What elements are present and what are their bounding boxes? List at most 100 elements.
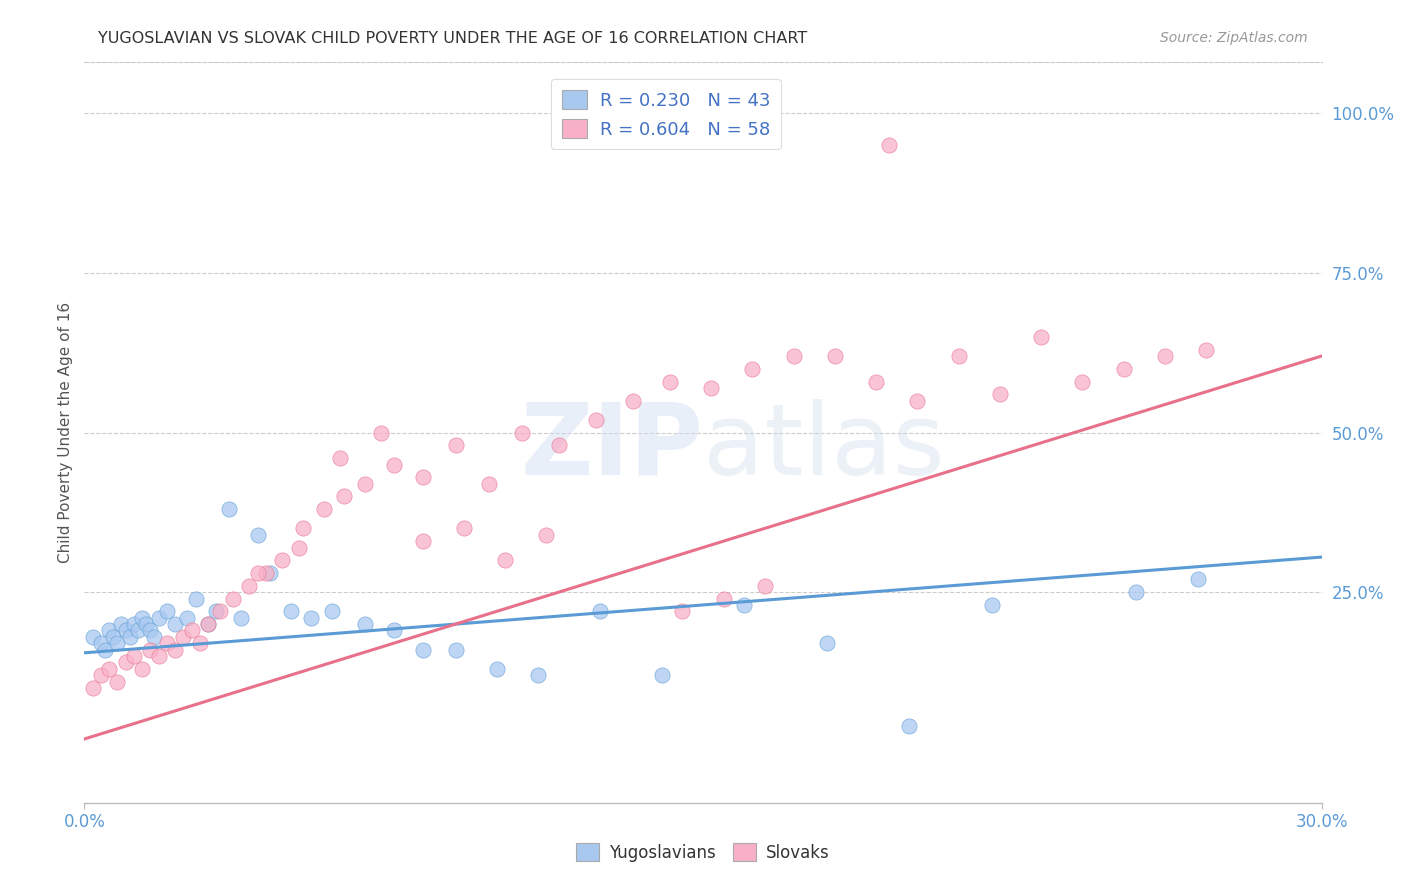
Point — [105, 674, 128, 689]
Point — [412, 534, 434, 549]
Point — [907, 393, 929, 408]
Point — [1154, 349, 1177, 363]
Point — [271, 553, 294, 567]
Point — [333, 490, 356, 504]
Point — [444, 438, 467, 452]
Point — [131, 662, 153, 676]
Point — [288, 541, 311, 555]
Point — [659, 375, 682, 389]
Point — [485, 662, 508, 676]
Point — [222, 591, 245, 606]
Point — [98, 662, 121, 676]
Point — [148, 611, 170, 625]
Point — [229, 611, 252, 625]
Point — [815, 636, 838, 650]
Point — [589, 604, 612, 618]
Point — [527, 668, 550, 682]
Text: YUGOSLAVIAN VS SLOVAK CHILD POVERTY UNDER THE AGE OF 16 CORRELATION CHART: YUGOSLAVIAN VS SLOVAK CHILD POVERTY UNDE… — [98, 31, 807, 46]
Point — [412, 470, 434, 484]
Point — [218, 502, 240, 516]
Point — [103, 630, 125, 644]
Point — [291, 521, 314, 535]
Text: atlas: atlas — [703, 399, 945, 496]
Point — [547, 438, 569, 452]
Point — [1031, 330, 1053, 344]
Point — [135, 617, 157, 632]
Point — [139, 642, 162, 657]
Point — [453, 521, 475, 535]
Point — [321, 604, 343, 618]
Point — [122, 617, 145, 632]
Point — [238, 579, 260, 593]
Point — [585, 413, 607, 427]
Legend: Yugoslavians, Slovaks: Yugoslavians, Slovaks — [569, 837, 837, 869]
Point — [205, 604, 228, 618]
Point — [246, 527, 269, 541]
Point — [165, 642, 187, 657]
Y-axis label: Child Poverty Under the Age of 16: Child Poverty Under the Age of 16 — [58, 302, 73, 563]
Point — [621, 393, 644, 408]
Point — [172, 630, 194, 644]
Point — [122, 648, 145, 663]
Point — [948, 349, 970, 363]
Point — [898, 719, 921, 733]
Point — [412, 642, 434, 657]
Point — [536, 527, 558, 541]
Point — [353, 476, 375, 491]
Point — [1112, 361, 1135, 376]
Point — [510, 425, 533, 440]
Point — [353, 617, 375, 632]
Point — [329, 451, 352, 466]
Point — [299, 611, 322, 625]
Point — [312, 502, 335, 516]
Point — [82, 681, 104, 695]
Point — [382, 624, 405, 638]
Point — [131, 611, 153, 625]
Point — [988, 387, 1011, 401]
Point — [110, 617, 132, 632]
Point — [246, 566, 269, 580]
Point — [980, 598, 1002, 612]
Point — [370, 425, 392, 440]
Point — [877, 138, 900, 153]
Point — [671, 604, 693, 618]
Point — [114, 624, 136, 638]
Point — [1071, 375, 1094, 389]
Point — [382, 458, 405, 472]
Point — [114, 656, 136, 670]
Point — [783, 349, 806, 363]
Text: ZIP: ZIP — [520, 399, 703, 496]
Point — [148, 648, 170, 663]
Point — [127, 624, 149, 638]
Point — [165, 617, 187, 632]
Point — [713, 591, 735, 606]
Point — [139, 624, 162, 638]
Point — [824, 349, 846, 363]
Point — [188, 636, 211, 650]
Point — [259, 566, 281, 580]
Point — [94, 642, 117, 657]
Point — [90, 636, 112, 650]
Point — [98, 624, 121, 638]
Point — [1187, 573, 1209, 587]
Point — [82, 630, 104, 644]
Point — [156, 636, 179, 650]
Point — [754, 579, 776, 593]
Point — [197, 617, 219, 632]
Point — [1125, 585, 1147, 599]
Point — [280, 604, 302, 618]
Point — [444, 642, 467, 657]
Point — [1195, 343, 1218, 357]
Point — [156, 604, 179, 618]
Point — [105, 636, 128, 650]
Point — [741, 361, 763, 376]
Point — [118, 630, 141, 644]
Point — [176, 611, 198, 625]
Text: Source: ZipAtlas.com: Source: ZipAtlas.com — [1160, 31, 1308, 45]
Point — [733, 598, 755, 612]
Point — [700, 381, 723, 395]
Point — [477, 476, 499, 491]
Point — [143, 630, 166, 644]
Point — [90, 668, 112, 682]
Point — [865, 375, 887, 389]
